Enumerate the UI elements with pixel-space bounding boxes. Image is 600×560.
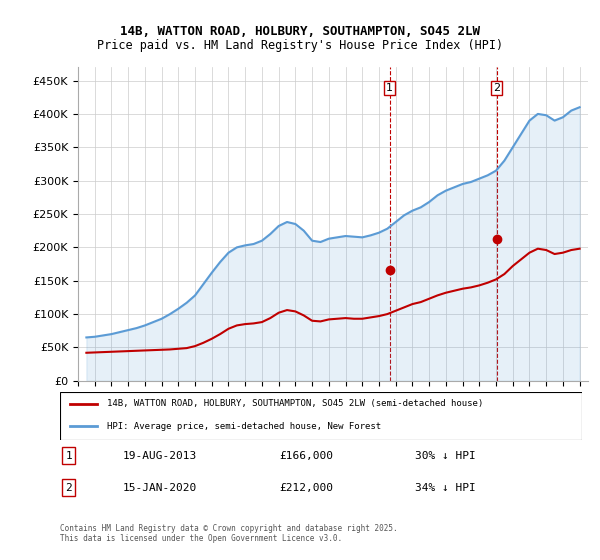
Text: Contains HM Land Registry data © Crown copyright and database right 2025.
This d: Contains HM Land Registry data © Crown c… <box>60 524 398 543</box>
Text: £212,000: £212,000 <box>279 483 333 493</box>
Text: 19-AUG-2013: 19-AUG-2013 <box>122 450 197 460</box>
Text: 14B, WATTON ROAD, HOLBURY, SOUTHAMPTON, SO45 2LW (semi-detached house): 14B, WATTON ROAD, HOLBURY, SOUTHAMPTON, … <box>107 399 483 408</box>
Text: 2: 2 <box>65 483 72 493</box>
Text: 1: 1 <box>65 450 72 460</box>
Text: 15-JAN-2020: 15-JAN-2020 <box>122 483 197 493</box>
Text: 1: 1 <box>386 83 393 93</box>
Text: 34% ↓ HPI: 34% ↓ HPI <box>415 483 476 493</box>
Text: £166,000: £166,000 <box>279 450 333 460</box>
Text: 14B, WATTON ROAD, HOLBURY, SOUTHAMPTON, SO45 2LW: 14B, WATTON ROAD, HOLBURY, SOUTHAMPTON, … <box>120 25 480 38</box>
FancyBboxPatch shape <box>60 392 582 440</box>
Text: 30% ↓ HPI: 30% ↓ HPI <box>415 450 476 460</box>
Text: Price paid vs. HM Land Registry's House Price Index (HPI): Price paid vs. HM Land Registry's House … <box>97 39 503 52</box>
Text: HPI: Average price, semi-detached house, New Forest: HPI: Average price, semi-detached house,… <box>107 422 381 431</box>
Text: 2: 2 <box>493 83 500 93</box>
